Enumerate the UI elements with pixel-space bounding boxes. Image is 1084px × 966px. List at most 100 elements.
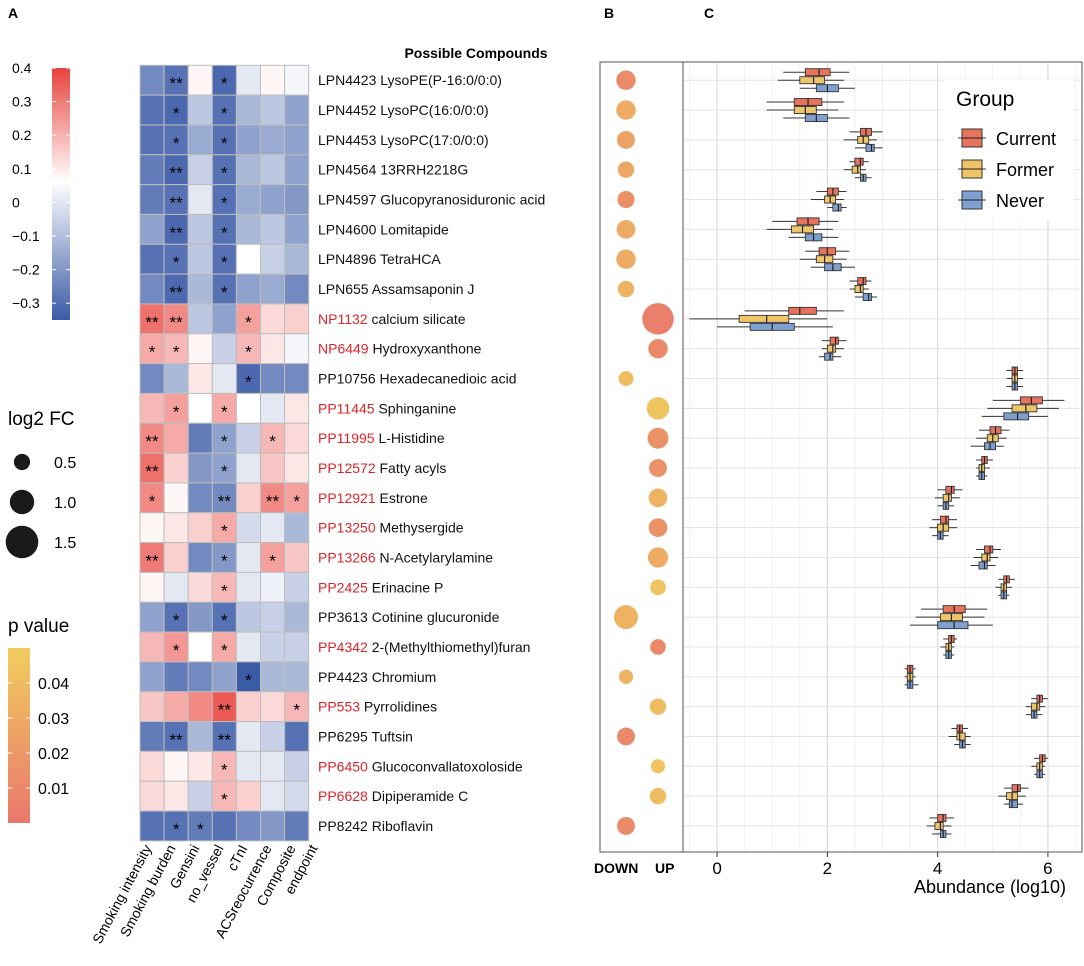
compound-label: LPN4896 TetraHCA [318, 251, 441, 267]
colorbar-tick-label: 0.1 [12, 161, 32, 177]
compound-name: TetraHCA [376, 251, 441, 267]
fc-dot [647, 427, 669, 449]
compound-label: PP2425 Erinacine P [318, 579, 443, 595]
heatmap-cell [235, 213, 261, 245]
heatmap-cell [284, 571, 310, 603]
heatmap-cell [260, 810, 286, 842]
heatmap-cell [139, 64, 165, 96]
heatmap-cell [235, 601, 261, 633]
heatmap-cell [139, 94, 165, 126]
significance-mark: * [269, 551, 276, 570]
heatmap-cell [284, 392, 310, 424]
heatmap-cell [187, 184, 213, 215]
heatmap: ** ** ** *** *** *** ** *** *** ** ** * *** *** * *** **… [139, 64, 310, 842]
heatmap-cell [284, 303, 310, 335]
heatmap-cell [139, 303, 165, 335]
heatmap-cell [260, 721, 286, 752]
heatmap-cell [284, 273, 310, 305]
group-legend-label: Former [996, 160, 1054, 180]
heatmap-cell [260, 273, 286, 305]
significance-mark: * [221, 283, 228, 302]
significance-mark: * [221, 223, 228, 242]
box-iqr [1003, 412, 1030, 421]
heatmap-cell [235, 631, 261, 663]
heatmap-cell [284, 542, 310, 573]
heatmap-cell [284, 213, 310, 245]
heatmap-cell [187, 512, 213, 544]
down-label: DOWN [594, 860, 638, 876]
heatmap-cell [139, 243, 165, 275]
box-iqr [939, 515, 950, 524]
heatmap-cell [260, 571, 286, 603]
panel-b-frame [599, 61, 684, 853]
compound-id: PP13250 [318, 520, 376, 536]
compound-name: Glucoconvallatoxoloside [368, 758, 523, 774]
box-iqr [937, 621, 969, 630]
heatmap-cell [187, 721, 213, 752]
significance-mark: * [245, 671, 252, 690]
heatmap-cell [211, 392, 237, 424]
compound-name: Riboflavin [368, 818, 433, 834]
group-legend-label: Current [996, 129, 1056, 149]
compound-name: Fatty acyls [376, 460, 447, 476]
compound-name: Erinacine P [368, 579, 443, 595]
compound-label: LPN655 Assamsaponin J [318, 281, 474, 297]
heatmap-cell [139, 780, 165, 812]
compound-label: NP6449 Hydroxyxanthone [318, 341, 482, 357]
compound-name: Assamsaponin J [369, 281, 475, 297]
fc-dot [647, 547, 669, 568]
compound-id: PP12572 [318, 460, 376, 476]
compound-name: N-Acetylarylamine [376, 549, 494, 565]
fc-dot [616, 70, 636, 90]
heatmap-cell [187, 333, 213, 365]
heatmap-cell [139, 184, 165, 215]
compound-label: PP13250 Methysergide [318, 520, 464, 536]
compound-name: Dipiperamide C [368, 788, 468, 804]
colorbar-tick-label: 0 [12, 194, 20, 210]
heatmap-cell [235, 512, 261, 544]
heatmap-cell [235, 273, 261, 305]
heatmap-cell [260, 124, 286, 156]
box-iqr [804, 68, 831, 77]
heatmap-cell [235, 542, 261, 573]
p-colorbar-tick-label: 0.03 [38, 711, 69, 728]
heatmap-cell [235, 482, 261, 514]
significance-mark: ** [170, 223, 184, 242]
box-iqr [981, 553, 991, 562]
heatmap-cell [139, 213, 165, 245]
heatmap-cell [211, 422, 237, 454]
p-colorbar-ticks: 0.04 0.03 0.02 0.01 [8, 676, 69, 798]
x-tick-label: 2 [823, 859, 832, 878]
heatmap-cell [284, 631, 310, 663]
fc-dot [617, 817, 635, 835]
significance-mark: ** [145, 432, 159, 451]
heatmap-cell [163, 512, 189, 544]
heatmap-cell [284, 721, 310, 752]
p-colorbar-tick-label: 0.02 [38, 746, 69, 763]
heatmap-cell [260, 631, 286, 663]
heatmap-cell [163, 303, 189, 335]
significance-mark: ** [170, 164, 184, 183]
panel-c-boxplots [689, 68, 1065, 838]
compound-label: PP10756 Hexadecanedioic acid [318, 371, 516, 387]
significance-mark: ** [170, 74, 184, 93]
heatmap-cell [211, 243, 237, 275]
fc-legend-label: 1.0 [54, 495, 76, 512]
compound-name: calcium silicate [368, 311, 466, 327]
heatmap-cell [139, 452, 165, 484]
heatmap-cell [260, 780, 286, 812]
compound-name: 2-(Methylthiomethyl)furan [368, 639, 531, 655]
panel-c-x-ticks: 0 2 4 6 [712, 852, 1053, 878]
heatmap-cell [260, 363, 286, 394]
heatmap-cell [235, 452, 261, 484]
heatmap-cell [187, 273, 213, 305]
significance-mark: * [173, 820, 180, 839]
heatmap-cell [139, 661, 165, 693]
significance-mark: ** [170, 283, 184, 302]
heatmap-cell [284, 452, 310, 484]
heatmap-colorbar-ticks: 0.4 0.3 0.2 0.1 0 −0.1 −0.2 −0.3 [12, 60, 70, 311]
compound-name: LysoPC(17:0/0:0) [376, 132, 488, 148]
heatmap-cell [139, 691, 165, 723]
heatmap-cell [235, 124, 261, 156]
